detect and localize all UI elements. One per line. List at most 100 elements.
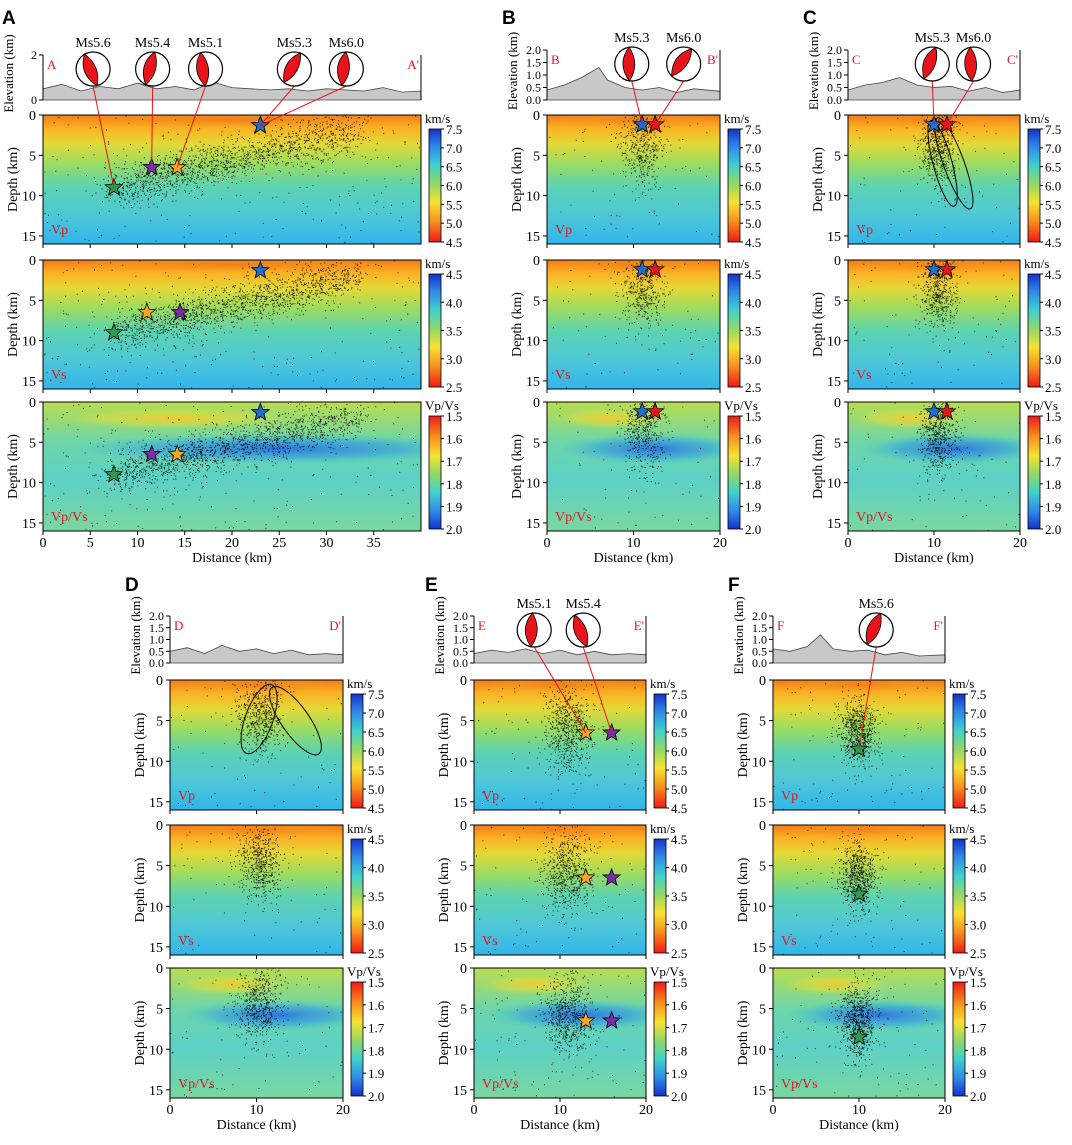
depth-tick-label: 5 xyxy=(533,436,540,451)
distance-label: Distance (km) xyxy=(594,551,674,566)
colorbar-tick-label: 1.7 xyxy=(368,1021,385,1036)
earthquake-star-purple xyxy=(170,302,190,321)
depth-tick-label: 0 xyxy=(156,674,163,689)
elevation-tick-label: 2.0 xyxy=(149,609,164,623)
section-start-label: F xyxy=(777,618,784,633)
vp-section: 0 5 10 15 Depth (km) Vp km/s 4.5 5.0 5.5 6.0 6.5 7.0… xyxy=(6,109,462,250)
vs-section-label: Vs xyxy=(178,934,194,949)
depth-tick-label: 10 xyxy=(22,335,36,350)
focal-mechanisms: Ms5.1 Ms5.4 xyxy=(516,597,613,734)
low-ratio-zone xyxy=(69,433,421,465)
earthquake-star-green xyxy=(104,464,124,483)
vpvs-colorbar-unit: Vp/Vs xyxy=(347,964,381,979)
event-dots xyxy=(171,680,342,808)
colorbar-tick-label: 1.8 xyxy=(1045,477,1061,492)
depth-tick-label: 0 xyxy=(759,819,766,834)
panel-letter: D xyxy=(125,575,139,596)
high-ratio-zone xyxy=(43,406,308,430)
event-connector xyxy=(858,646,877,750)
depth-label: Depth (km) xyxy=(133,712,148,777)
elevation-tick-label: 0.0 xyxy=(149,656,164,670)
seismicity-cloud xyxy=(474,825,646,954)
depth-tick-label: 5 xyxy=(533,149,540,164)
colorbar-tick-label: 6.0 xyxy=(745,179,761,194)
panel-letter: E xyxy=(425,575,438,596)
depth-tick-label: 15 xyxy=(827,517,841,532)
colorbar-tick-label: 3.0 xyxy=(970,918,986,933)
depth-tick-label: 10 xyxy=(22,477,36,492)
distance-tick-label: 20 xyxy=(225,536,239,551)
colorbar-tick-label: 1.5 xyxy=(671,975,687,990)
event-connector xyxy=(151,85,154,168)
magnitude-label: Ms6.0 xyxy=(956,31,991,46)
vp-section-label: Vp xyxy=(781,789,798,804)
beachball-compression xyxy=(922,46,938,80)
event-dots xyxy=(173,826,343,954)
colorbar-tick-label: 3.5 xyxy=(671,889,687,904)
distance-tick-label: 0 xyxy=(770,1103,777,1118)
earthquake-star-red xyxy=(645,402,665,420)
elevation-tick-label: 0.0 xyxy=(453,656,468,670)
vs-section-label: Vs xyxy=(856,368,872,383)
low-velocity-zone xyxy=(482,825,638,839)
depth-label: Depth (km) xyxy=(133,857,148,922)
colorbar-tick-label: 1.7 xyxy=(745,454,762,469)
colorbar-tick-label: 4.5 xyxy=(745,267,761,282)
colorbar-tick-label: 2.0 xyxy=(970,1089,986,1104)
vpvs-section-label: Vp/Vs xyxy=(482,1077,519,1092)
vpvs-section-label: Vp/Vs xyxy=(51,510,88,525)
vp-velocity-field xyxy=(43,115,421,244)
colorbar-tick-label: 4.5 xyxy=(671,801,687,816)
depth-tick-label: 5 xyxy=(156,715,163,730)
vs-section-label: Vs xyxy=(482,934,498,949)
colorbar-tick-label: 7.5 xyxy=(1045,122,1061,137)
colorbar-tick-label: 7.0 xyxy=(368,706,384,721)
colorbar-tick-label: 1.6 xyxy=(671,998,688,1013)
vp-colorbar-unit: km/s xyxy=(1024,111,1049,126)
event-connector xyxy=(92,85,115,188)
elevation-label: Elevation (km) xyxy=(806,32,821,110)
magnitude-label: Ms5.3 xyxy=(915,31,950,46)
depth-label: Depth (km) xyxy=(736,857,751,922)
depth-tick-label: 5 xyxy=(460,860,467,875)
depth-tick-label: 0 xyxy=(156,819,163,834)
vp-colorbar-unit: km/s xyxy=(724,111,749,126)
colorbar-tick-label: 4.5 xyxy=(446,267,462,282)
vp-section-label: Vp xyxy=(178,789,195,804)
colorbar-tick-label: 1.6 xyxy=(970,998,987,1013)
colorbar-tick-label: 1.6 xyxy=(1045,432,1062,447)
low-velocity-zone xyxy=(555,260,712,274)
event-dots xyxy=(850,115,1020,243)
depth-tick-label: 10 xyxy=(149,1043,163,1058)
distance-tick-label: 25 xyxy=(272,536,286,551)
elevation-label: Elevation (km) xyxy=(731,596,746,674)
depth-tick-label: 15 xyxy=(22,517,36,532)
depth-label: Depth (km) xyxy=(437,712,452,777)
depth-tick-label: 10 xyxy=(827,190,841,205)
colorbar-tick-label: 1.9 xyxy=(368,1066,384,1081)
colorbar-tick-label: 1.9 xyxy=(1045,499,1061,514)
colorbar-tick-label: 2.5 xyxy=(446,380,462,395)
depth-tick-label: 0 xyxy=(834,396,841,411)
section-start-label: D xyxy=(174,618,183,633)
low-velocity-zone xyxy=(781,680,937,694)
depth-tick-label: 5 xyxy=(834,436,841,451)
distance-tick-label: 0 xyxy=(40,536,47,551)
colorbar-tick-label: 5.5 xyxy=(446,197,462,212)
colorbar-tick-label: 2.0 xyxy=(446,522,462,537)
vs-colorbar-unit: km/s xyxy=(724,256,749,271)
depth-tick-label: 5 xyxy=(834,294,841,309)
depth-tick-label: 15 xyxy=(827,230,841,245)
colorbar-tick-label: 5.0 xyxy=(970,782,986,797)
depth-tick-label: 10 xyxy=(827,477,841,492)
colorbar-tick-label: 7.5 xyxy=(745,122,761,137)
depth-tick-label: 0 xyxy=(460,962,467,977)
distance-tick-label: 5 xyxy=(87,536,94,551)
section-start-label: C xyxy=(852,52,861,67)
event-connector xyxy=(631,80,643,125)
vpvs-colorbar-unit: Vp/Vs xyxy=(425,398,459,413)
